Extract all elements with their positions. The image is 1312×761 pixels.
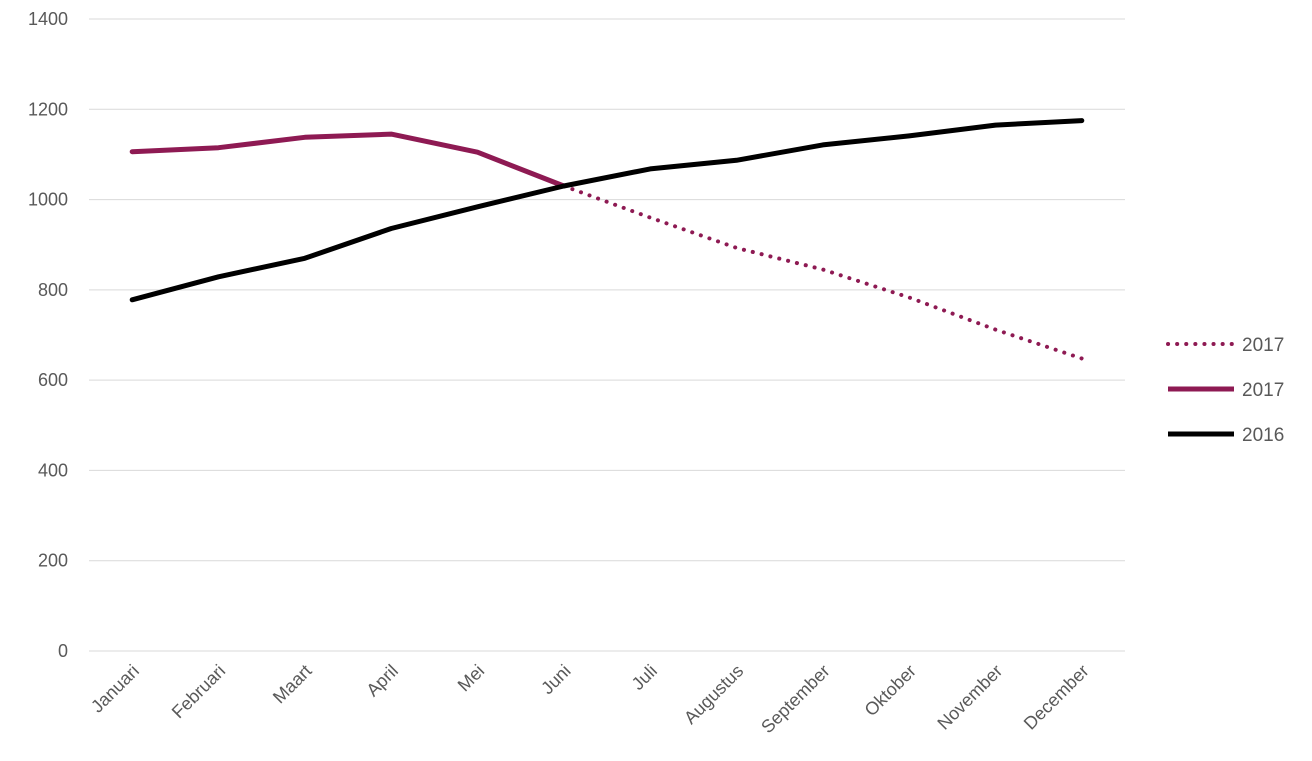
- y-tick-label: 200: [38, 551, 68, 571]
- legend-label: 2016: [1242, 425, 1284, 446]
- y-tick-label: 1200: [28, 99, 68, 119]
- y-tick-label: 800: [38, 280, 68, 300]
- x-tick-label: Juli: [628, 661, 661, 694]
- y-tick-label: 400: [38, 460, 68, 480]
- series-lines: [129, 118, 1085, 361]
- series-line-2017-dotted: [561, 184, 1084, 361]
- x-tick-label: Augustus: [680, 661, 747, 728]
- x-tick-label: April: [362, 661, 402, 701]
- y-tick-label: 600: [38, 370, 68, 390]
- x-tick-label: November: [933, 661, 1006, 734]
- x-axis-tick-labels: Januari Februari Maart April Mei Juni Juli Augu…: [87, 661, 1093, 737]
- x-tick-label: Oktober: [861, 661, 920, 720]
- y-axis-tick-labels: 0 200 400 600 800 1000 1200 1400: [28, 9, 68, 661]
- y-tick-label: 0: [58, 641, 68, 661]
- x-tick-label: Januari: [87, 661, 143, 717]
- x-tick-label: Februari: [168, 661, 230, 723]
- gridlines: [89, 18, 1125, 652]
- x-tick-label: Maart: [269, 661, 316, 708]
- x-tick-label: Juni: [537, 661, 574, 698]
- x-tick-label: Mei: [454, 661, 489, 696]
- y-tick-label: 1400: [28, 9, 68, 29]
- legend-label: 2017: [1242, 380, 1284, 401]
- series-line-2016-solid: [129, 118, 1085, 303]
- x-tick-label: December: [1020, 661, 1093, 734]
- x-tick-label: September: [757, 661, 833, 737]
- y-tick-label: 1000: [28, 190, 68, 210]
- series-line-2017-solid: [129, 131, 567, 189]
- legend: 2017 2017 2016: [1166, 335, 1284, 446]
- legend-label: 2017: [1242, 335, 1284, 356]
